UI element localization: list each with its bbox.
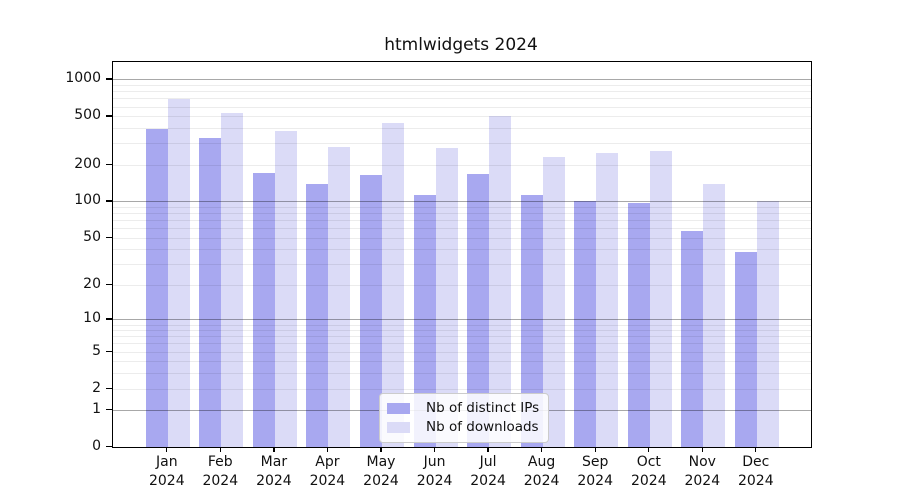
- bar-downloads: [328, 146, 351, 447]
- bar-downloads: [596, 152, 619, 447]
- bar-downloads: [489, 116, 512, 447]
- bar-distinct-ips: [145, 129, 168, 447]
- y-tick-mark: [106, 387, 112, 389]
- y-tick-label: 50: [83, 228, 101, 245]
- x-tick-label: Aug 2024: [523, 454, 560, 489]
- bar-downloads: [274, 131, 297, 447]
- bar-distinct-ips: [627, 203, 650, 447]
- bar-downloads: [756, 201, 779, 447]
- x-tick-label: Jul 2024: [470, 454, 506, 489]
- legend-item-distinct-ips: Nb of distinct IPs: [387, 399, 548, 418]
- bar-distinct-ips: [199, 138, 222, 447]
- x-tick-mark: [326, 447, 329, 452]
- x-tick-mark: [701, 447, 703, 452]
- y-tick-label: 100: [74, 192, 101, 209]
- y-tick-label: 1000: [65, 70, 101, 87]
- bar-distinct-ips: [252, 172, 275, 447]
- x-tick-mark: [648, 447, 650, 452]
- x-tick-mark: [540, 447, 543, 452]
- y-tick-mark: [106, 409, 112, 411]
- legend-swatch-distinct-ips: [387, 403, 410, 414]
- bar-distinct-ips: [681, 230, 704, 447]
- x-tick-mark: [594, 447, 596, 452]
- bar-downloads: [221, 112, 244, 447]
- x-tick-mark: [755, 447, 757, 452]
- y-tick-label: 500: [74, 107, 101, 124]
- x-tick-mark: [273, 447, 275, 452]
- bar-downloads: [542, 156, 565, 447]
- bar-downloads: [382, 122, 404, 447]
- x-tick-label: Feb 2024: [202, 454, 239, 489]
- gridline-minor: [113, 98, 811, 100]
- gridline-minor: [113, 84, 811, 86]
- bar-downloads: [703, 183, 726, 447]
- y-tick-mark: [106, 78, 112, 80]
- y-tick-mark: [106, 318, 112, 320]
- y-tick-label: 20: [83, 276, 101, 292]
- x-tick-label: Nov 2024: [684, 454, 721, 489]
- plot-area: Nb of distinct IPs Nb of downloads: [112, 61, 812, 448]
- x-tick-mark: [487, 447, 489, 452]
- x-tick-mark: [166, 447, 168, 452]
- x-tick-label: Dec 2024: [737, 454, 774, 489]
- bar-distinct-ips: [467, 174, 490, 447]
- x-tick-label: Oct 2024: [630, 454, 667, 489]
- y-tick-mark: [106, 236, 112, 239]
- bar-distinct-ips: [413, 194, 436, 447]
- x-tick-mark: [219, 447, 222, 452]
- x-tick-label: Apr 2024: [309, 454, 346, 489]
- x-tick-label: May 2024: [363, 454, 399, 489]
- bar-distinct-ips: [360, 174, 382, 447]
- bar-distinct-ips: [520, 194, 543, 447]
- y-tick-mark: [106, 446, 112, 448]
- gridline-minor: [113, 116, 811, 118]
- bar-distinct-ips: [734, 252, 757, 447]
- x-tick-mark: [380, 447, 382, 452]
- gridline-major: [113, 79, 811, 81]
- x-tick-label: Mar 2024: [256, 454, 292, 489]
- gridline-minor: [113, 106, 811, 108]
- y-tick-label: 5: [92, 342, 101, 359]
- y-tick-mark: [106, 115, 112, 117]
- y-tick-mark: [106, 284, 112, 286]
- bar-downloads: [435, 147, 458, 447]
- y-tick-mark: [106, 163, 112, 166]
- x-tick-mark: [433, 447, 436, 452]
- legend-label: Nb of distinct IPs: [426, 400, 540, 416]
- gridline-minor: [113, 128, 811, 129]
- y-tick-mark: [106, 350, 112, 352]
- y-tick-label: 1: [92, 401, 101, 418]
- y-tick-label: 10: [83, 310, 101, 327]
- y-tick-mark: [106, 200, 112, 202]
- x-tick-label: Jan 2024: [148, 454, 185, 489]
- bar-downloads: [649, 150, 672, 447]
- legend-label: Nb of downloads: [426, 419, 539, 435]
- bar-distinct-ips: [574, 201, 597, 447]
- chart-title: htmlwidgets 2024: [384, 35, 538, 55]
- y-tick-label: 200: [74, 155, 101, 172]
- gridline-minor: [113, 91, 811, 93]
- legend-swatch-downloads: [387, 422, 410, 433]
- y-tick-label: 0: [92, 438, 101, 454]
- bar-downloads: [167, 99, 190, 447]
- legend-item-downloads: Nb of downloads: [387, 418, 548, 437]
- x-tick-label: Jun 2024: [416, 454, 453, 489]
- legend: Nb of distinct IPs Nb of downloads: [379, 393, 549, 443]
- y-tick-label: 2: [92, 379, 101, 396]
- x-tick-label: Sep 2024: [577, 454, 613, 489]
- bar-distinct-ips: [306, 184, 329, 447]
